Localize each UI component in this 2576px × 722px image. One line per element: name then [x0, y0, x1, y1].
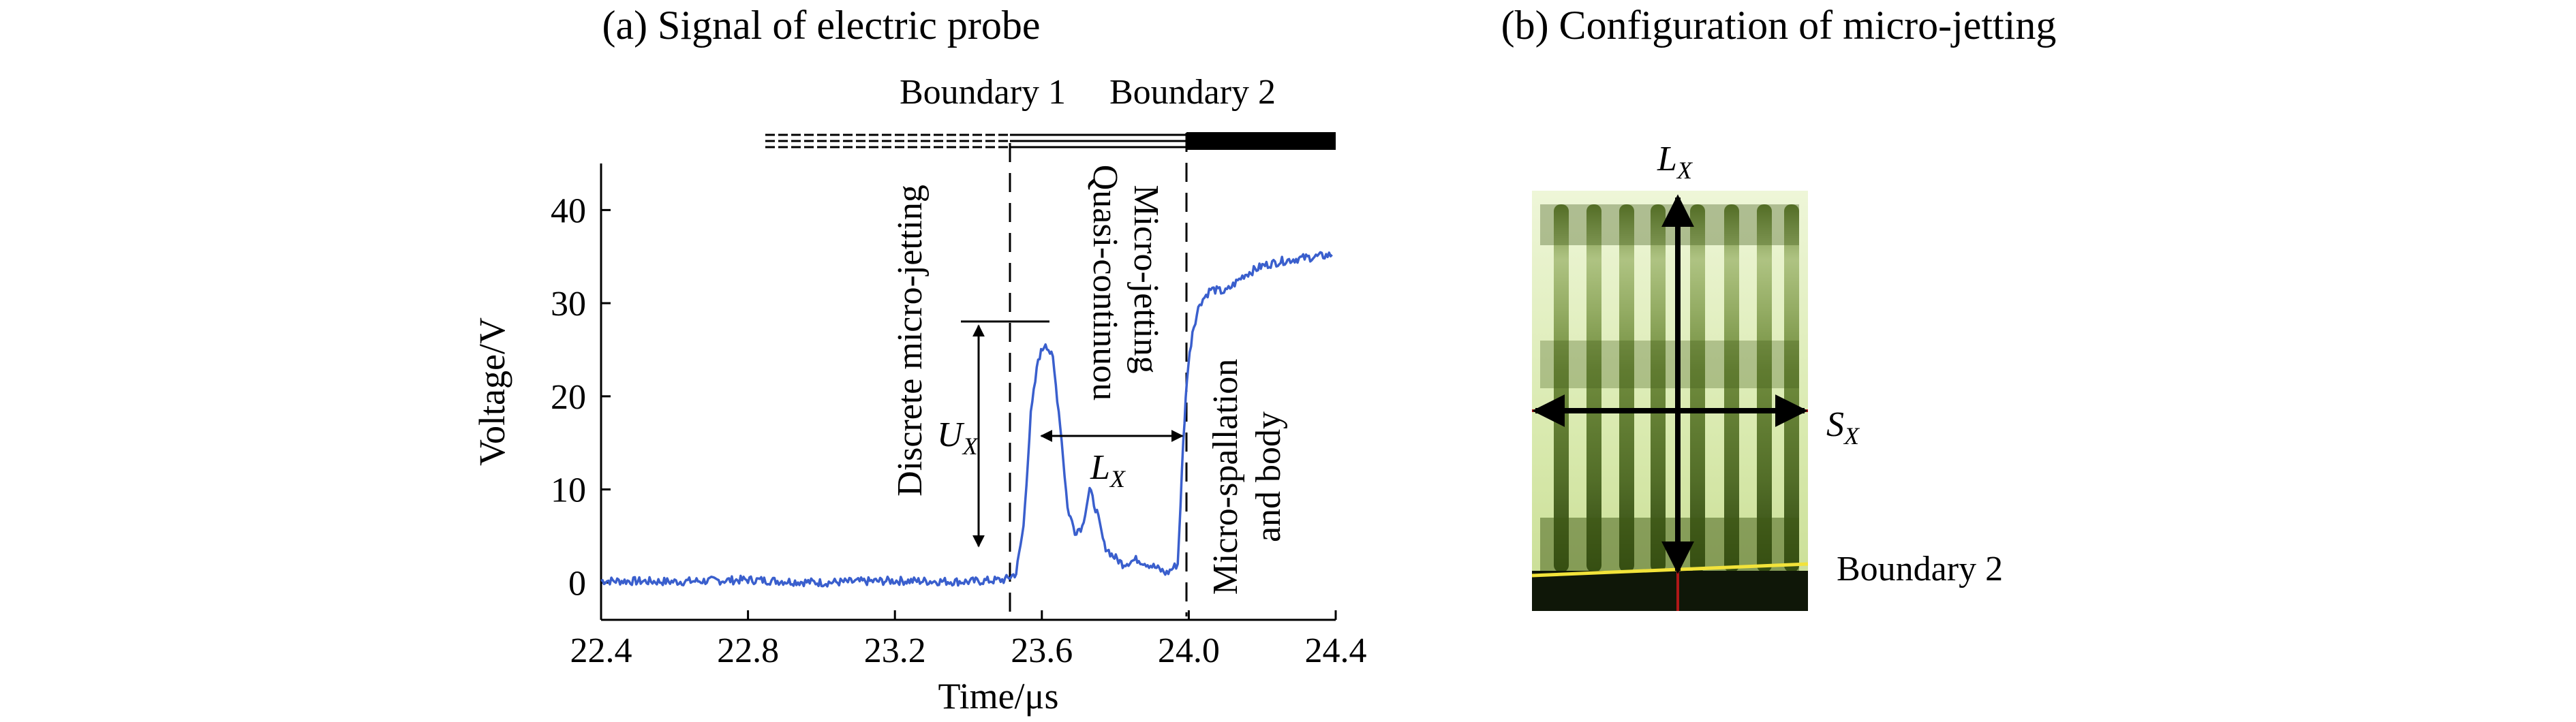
- image-lx-label: LX: [1657, 140, 1693, 184]
- discrete-label: Discrete micro-jetting: [891, 185, 930, 497]
- spallation-label-line1: Micro-spallation: [1206, 359, 1245, 595]
- spallation-regime-bar: [1186, 132, 1336, 150]
- panel-b-title: (b) Configuration of micro-jetting: [1501, 3, 2057, 48]
- x-axis-label: Time/μs: [938, 676, 1058, 717]
- y-tick-label: 40: [551, 191, 586, 230]
- plot-area: [600, 163, 1336, 621]
- image-boundary-2-label: Boundary 2: [1837, 550, 2003, 588]
- ux-label: UX: [937, 415, 979, 460]
- x-tick-label: 24.0: [1158, 631, 1220, 670]
- x-tick-label: 24.4: [1305, 631, 1367, 670]
- jet-streak: [1554, 204, 1569, 572]
- y-tick-label: 30: [551, 285, 586, 324]
- jet-streak: [1619, 204, 1634, 572]
- x-tick-label: 23.2: [864, 631, 926, 670]
- jet-density-band: [1540, 204, 1799, 245]
- quasi-label-line1: Quasi-continuou: [1086, 165, 1124, 401]
- y-tick-label: 0: [568, 564, 586, 603]
- micro-jetting-image: [1531, 191, 1809, 611]
- ux-annotation: UX: [937, 320, 1049, 548]
- x-tick-label: 22.4: [570, 631, 632, 670]
- x-ticks: 22.4 22.8 23.2 23.6 24.0 24.4: [570, 610, 1367, 670]
- quasi-regime-bar: [1010, 134, 1186, 148]
- spallation-label-line2: and body: [1249, 411, 1288, 542]
- y-tick-label: 10: [551, 471, 586, 510]
- jet-streak: [1586, 204, 1601, 572]
- quasi-label-line2: Micro-jetting: [1126, 185, 1165, 373]
- lx-annotation: LX: [1040, 430, 1184, 492]
- series-line-0: [600, 251, 1333, 588]
- boundary-1-label: Boundary 1: [900, 73, 1066, 112]
- discrete-regime-bar: [765, 134, 1010, 148]
- y-ticks: 0 10 20 30 40: [551, 191, 611, 603]
- lx-label: LX: [1090, 448, 1126, 492]
- jet-density-band: [1540, 341, 1799, 388]
- boundary-2-label: Boundary 2: [1109, 73, 1276, 112]
- jet-streak: [1724, 204, 1739, 572]
- jet-streak: [1784, 204, 1799, 572]
- jet-density-band: [1540, 518, 1799, 572]
- jet-streak: [1757, 204, 1772, 572]
- panel-a-title: (a) Signal of electric probe: [602, 3, 1040, 48]
- image-sx-label: SX: [1826, 405, 1860, 450]
- x-tick-label: 23.6: [1011, 631, 1073, 670]
- x-tick-label: 22.8: [717, 631, 779, 670]
- regime-bars: [765, 132, 1336, 150]
- y-tick-label: 20: [551, 378, 586, 417]
- y-axis-label: Voltage/V: [472, 317, 512, 466]
- image-body-region: [1532, 571, 1808, 611]
